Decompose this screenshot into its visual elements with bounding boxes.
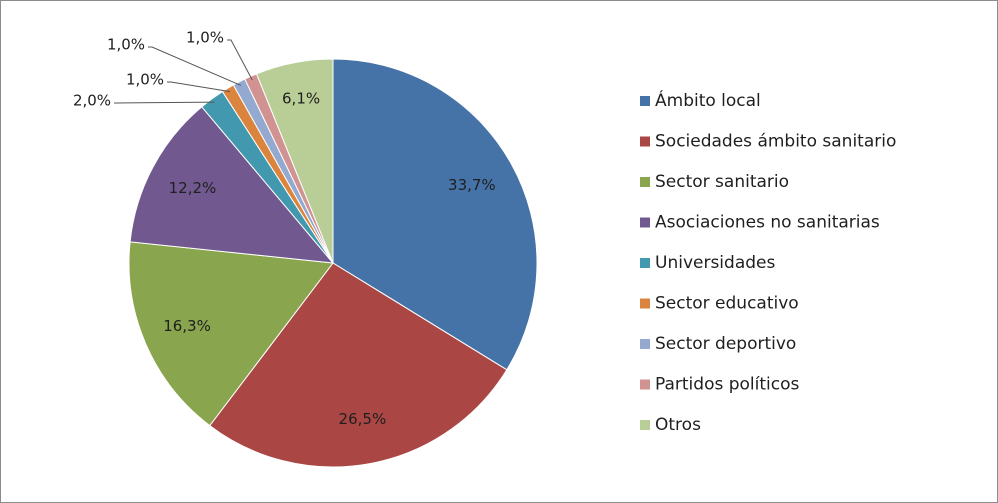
pie-slice	[255, 58, 334, 264]
legend-label: Sector deportivo	[655, 334, 796, 354]
data-label: 6,1%	[282, 89, 320, 107]
pie-slice	[129, 106, 335, 264]
legend-swatch	[640, 136, 650, 147]
legend-label: Partidos políticos	[655, 375, 800, 395]
data-label: 12,2%	[169, 179, 217, 197]
leader-line	[167, 81, 231, 93]
data-label: 1,0%	[186, 29, 224, 47]
legend-label: Sector educativo	[655, 294, 799, 314]
data-label: 16,3%	[163, 317, 211, 335]
legend-swatch	[640, 177, 650, 187]
pie-slice	[128, 241, 334, 427]
pie-slice	[332, 58, 538, 371]
data-label: 1,0%	[107, 36, 145, 54]
legend-swatch	[640, 420, 650, 430]
legend-label: Sociedades ámbito sanitario	[655, 132, 896, 152]
data-label: 2,0%	[73, 92, 111, 110]
leader-line	[114, 101, 215, 104]
legend-swatch	[640, 379, 650, 390]
legend-label: Otros	[655, 415, 701, 435]
leader-line	[227, 39, 253, 81]
legend-swatch	[640, 339, 650, 349]
legend-swatch	[640, 96, 650, 106]
data-label: 1,0%	[126, 71, 164, 89]
legend-swatch	[640, 258, 650, 268]
legend-label: Sector sanitario	[655, 172, 789, 192]
legend-label: Asociaciones no sanitarias	[655, 213, 880, 233]
legend-swatch	[640, 298, 650, 309]
legend-swatch	[640, 217, 650, 228]
pie-slice	[209, 262, 508, 468]
legend-label: Universidades	[655, 253, 775, 273]
data-label: 26,5%	[339, 410, 387, 428]
data-label: 33,7%	[448, 176, 496, 194]
legend-label: Ámbito local	[655, 89, 761, 111]
leader-line	[148, 46, 242, 86]
